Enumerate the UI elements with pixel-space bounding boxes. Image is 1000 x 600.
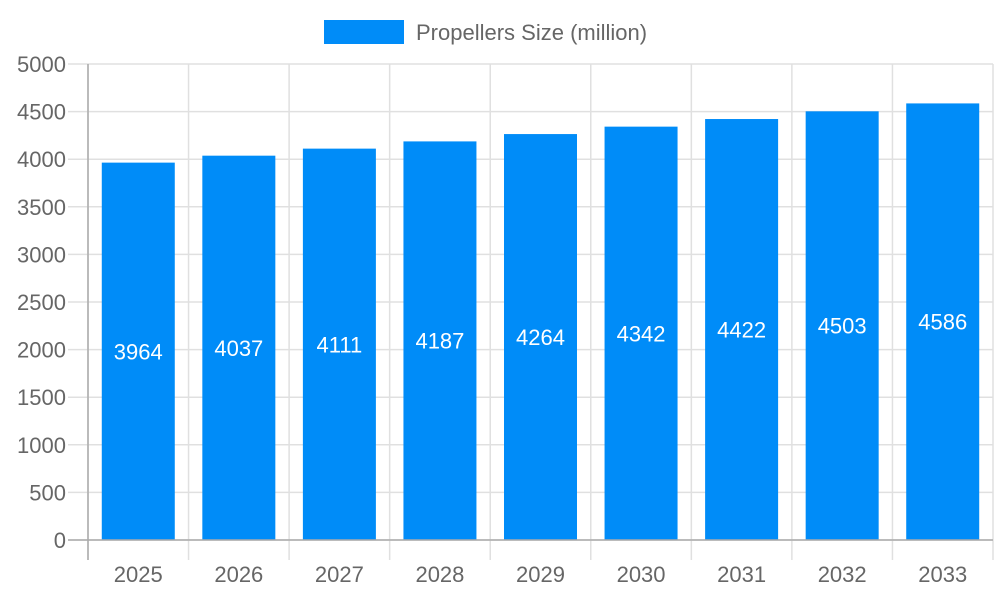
- bar-2028: [403, 141, 477, 541]
- y-tick-label: 500: [29, 480, 66, 505]
- y-tick-label: 3000: [17, 242, 66, 267]
- y-tick-label: 2000: [17, 338, 66, 363]
- x-tick-label: 2027: [315, 562, 364, 587]
- x-tick-label: 2031: [717, 562, 766, 587]
- data-label: 4422: [717, 318, 766, 343]
- x-tick-label: 2026: [214, 562, 263, 587]
- bar-2030: [604, 126, 678, 540]
- y-tick-label: 1000: [17, 433, 66, 458]
- data-label: 4586: [918, 310, 967, 335]
- data-label: 4264: [516, 325, 565, 350]
- data-label: 3964: [114, 339, 163, 364]
- bars: 3964 4037 4111 4187 4264 4342 4422 4503 4586: [101, 103, 980, 541]
- bar-2025: [101, 162, 175, 540]
- data-label: 4503: [818, 314, 867, 339]
- x-tick-label: 2025: [114, 562, 163, 587]
- y-tick-label: 5000: [17, 52, 66, 77]
- data-label: 4037: [214, 336, 263, 361]
- y-tick-label: 4000: [17, 147, 66, 172]
- x-tick-label: 2030: [617, 562, 666, 587]
- legend-swatch: [324, 20, 404, 44]
- bar-2031: [705, 119, 779, 540]
- bar-2026: [202, 155, 276, 540]
- legend[interactable]: Propellers Size (million): [324, 20, 647, 45]
- bar-2032: [805, 111, 879, 541]
- x-tick-label: 2028: [415, 562, 464, 587]
- data-label: 4111: [317, 332, 363, 357]
- y-tick-label: 0: [54, 528, 66, 553]
- legend-label: Propellers Size (million): [416, 20, 647, 45]
- data-label: 4342: [617, 321, 666, 346]
- bar-2029: [504, 134, 577, 540]
- y-tick-label: 2500: [17, 290, 66, 315]
- x-tick-label: 2032: [818, 562, 867, 587]
- bar-2027: [302, 148, 376, 540]
- axes: 0 500 1000 1500 2000 2500 3000 3500 4000 4500 5000…: [17, 52, 993, 587]
- bar-2033: [906, 103, 980, 540]
- x-tick-label: 2029: [516, 562, 565, 587]
- x-tick-label: 2033: [918, 562, 967, 587]
- y-tick-label: 4500: [17, 100, 66, 125]
- data-label: 4187: [415, 329, 464, 354]
- y-tick-label: 1500: [17, 385, 66, 410]
- y-tick-label: 3500: [17, 195, 66, 220]
